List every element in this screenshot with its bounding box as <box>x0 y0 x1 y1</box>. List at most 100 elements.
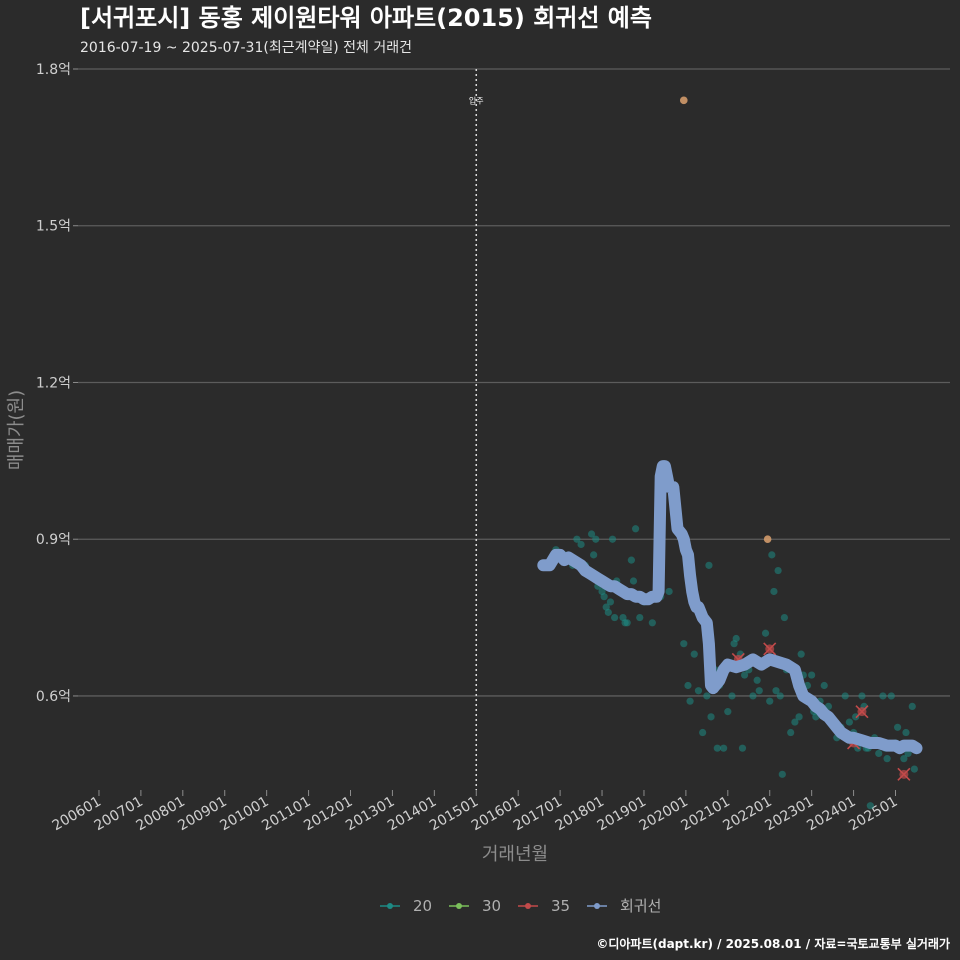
point-20 <box>573 535 581 543</box>
x-axis-ticks: 2006012007012008012009012010012011012012… <box>50 790 901 834</box>
move-in-annotation: 입주 <box>469 69 484 790</box>
y-axis-label: 매매가(원) <box>6 390 27 470</box>
point-20 <box>694 687 703 695</box>
point-20 <box>606 598 615 606</box>
move-in-label: 입주 <box>469 96 484 105</box>
point-20 <box>845 718 853 726</box>
point-20 <box>858 692 866 700</box>
point-20 <box>766 697 774 705</box>
legend-swatch-dot <box>387 903 393 909</box>
point-20 <box>577 540 585 549</box>
point-20 <box>604 608 612 616</box>
y-axis-ticks: 0.6억 0.9억 1.2억 1.5억 1.8억 <box>36 62 78 705</box>
point-20 <box>728 692 736 700</box>
y-tick-label: 0.9억 <box>36 532 71 548</box>
point-20 <box>893 723 902 731</box>
point-35 <box>897 767 911 781</box>
point-20 <box>902 728 910 737</box>
point-20 <box>875 749 883 758</box>
legend-item-35: 35 <box>518 897 570 915</box>
point-20 <box>629 577 638 585</box>
y-tick-label: 1.8억 <box>36 62 71 78</box>
gridlines <box>78 68 950 697</box>
point-20 <box>707 713 715 721</box>
legend-item-20: 20 <box>380 897 432 915</box>
point-20 <box>887 692 895 700</box>
point-20 <box>740 671 749 679</box>
point-20 <box>713 744 721 752</box>
point-20 <box>592 535 600 543</box>
point-20 <box>755 687 763 695</box>
y-tick-label: 1.5억 <box>36 219 71 235</box>
y-tick-label: 0.6억 <box>36 689 71 705</box>
point-20 <box>680 640 688 648</box>
point-highlight <box>763 535 772 544</box>
point-20 <box>738 744 747 752</box>
point-20 <box>772 687 780 695</box>
legend-label: 35 <box>551 897 570 915</box>
y-tick-label: 1.2억 <box>36 375 71 391</box>
point-20 <box>608 535 617 543</box>
chart-title: [서귀포시] 동홍 제이원타워 아파트(2015) 회귀선 예측 <box>80 4 652 32</box>
point-20 <box>904 749 912 758</box>
point-20 <box>770 587 778 596</box>
point-20 <box>910 765 918 773</box>
point-20 <box>761 629 770 637</box>
point-20 <box>787 728 795 737</box>
point-20 <box>753 676 761 684</box>
legend-swatch-dot <box>525 903 531 909</box>
point-20 <box>883 755 891 763</box>
legend-item-regression: 회귀선 <box>587 897 661 915</box>
point-35 <box>763 642 777 656</box>
point-20 <box>623 619 631 627</box>
point-20 <box>648 619 656 627</box>
point-20 <box>778 770 786 778</box>
point-20 <box>780 613 789 622</box>
caption: ©디아파트(dapt.kr) / 2025.08.01 / 자료=국토교통부 실… <box>596 936 950 951</box>
point-20 <box>866 802 874 810</box>
point-20 <box>686 697 694 705</box>
point-20 <box>841 692 849 700</box>
point-20 <box>732 634 740 643</box>
point-20 <box>776 692 784 700</box>
point-20 <box>590 551 598 559</box>
x-tick-label: 202501 <box>846 794 900 835</box>
point-20 <box>879 692 887 700</box>
point-20 <box>627 556 635 564</box>
legend-swatch-dot <box>594 903 600 909</box>
point-20 <box>631 525 640 533</box>
x-axis-label: 거래년월 <box>482 844 548 865</box>
point-20 <box>684 681 692 690</box>
point-20 <box>724 708 732 716</box>
legend-item-30: 30 <box>449 897 501 915</box>
point-20 <box>600 593 608 601</box>
point-20 <box>699 728 707 737</box>
point-20 <box>720 744 728 752</box>
chart-subtitle: 2016-07-19 ~ 2025-07-31(최근계약일) 전체 거래건 <box>80 40 412 56</box>
point-20 <box>791 718 799 726</box>
point-20 <box>774 566 782 575</box>
point-35 <box>855 705 869 719</box>
point-20 <box>749 692 757 700</box>
point-20 <box>795 713 803 721</box>
scatter-points <box>539 96 918 810</box>
point-20 <box>808 671 816 679</box>
point-20 <box>665 587 673 596</box>
point-20 <box>636 613 644 622</box>
legend-label: 30 <box>482 897 501 915</box>
point-20 <box>768 551 776 559</box>
point-20 <box>797 650 805 658</box>
legend-label: 회귀선 <box>620 897 661 915</box>
point-20 <box>690 650 698 658</box>
legend: 20 30 35 회귀선 <box>380 897 661 915</box>
legend-swatch-dot <box>456 903 462 909</box>
point-20 <box>900 755 908 763</box>
point-highlight <box>679 96 688 105</box>
point-20 <box>820 681 828 690</box>
point-20 <box>587 530 596 538</box>
point-20 <box>611 613 619 622</box>
point-20 <box>705 561 713 569</box>
point-20 <box>908 702 916 711</box>
point-20 <box>703 692 711 700</box>
